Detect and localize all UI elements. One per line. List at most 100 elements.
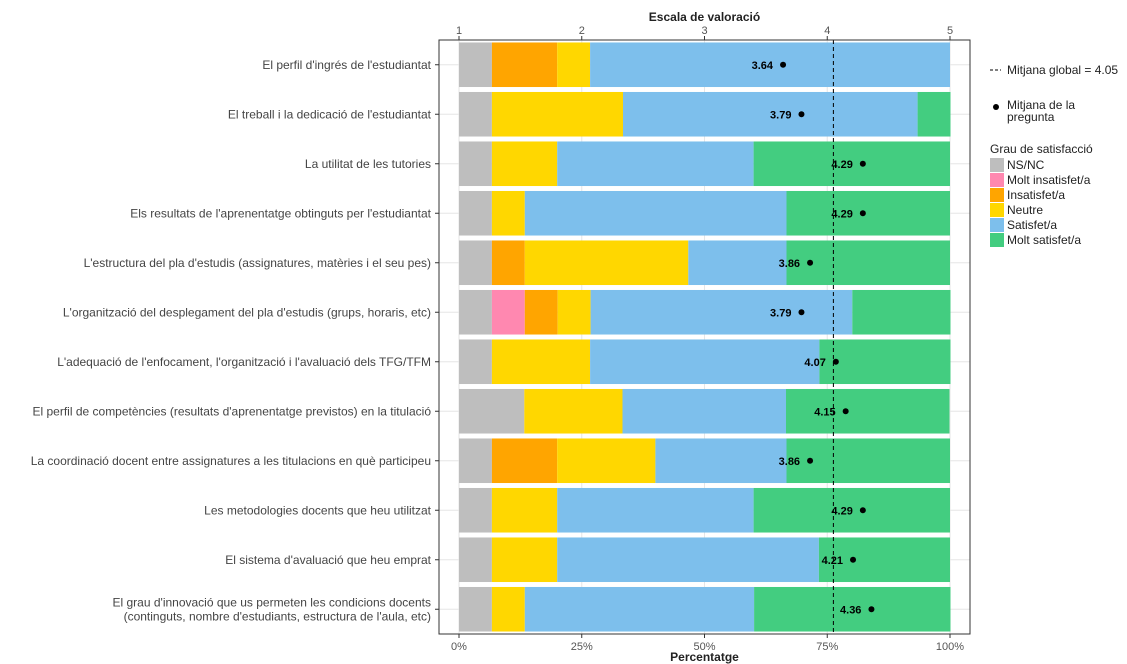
mean-label: 3.79 <box>770 109 791 121</box>
bar-segment <box>917 91 951 137</box>
bars-layer <box>459 40 951 634</box>
category-label: Les metodologies docents que heu utilitz… <box>204 503 431 517</box>
bar-segment <box>557 537 819 583</box>
legend-title: Grau de satisfacció <box>990 142 1093 156</box>
x-tick-label: 100% <box>936 641 964 653</box>
legend-key <box>990 218 1004 232</box>
x-tick-label: 75% <box>816 641 838 653</box>
mean-label: 3.64 <box>752 60 774 72</box>
mean-point <box>868 606 875 613</box>
category-label: Els resultats de l'aprenentatge obtingut… <box>130 206 431 220</box>
bar-segment <box>557 438 656 484</box>
category-label: L'adequació de l'enfocament, l'organitza… <box>57 355 431 369</box>
mean-label: 3.79 <box>770 307 791 319</box>
mean-point <box>798 309 805 316</box>
bar-segment <box>590 42 950 88</box>
legend-label: Molt insatisfet/a <box>1007 173 1091 187</box>
category-label: El treball i la dedicació de l'estudiant… <box>228 107 432 121</box>
mean-point <box>859 507 866 514</box>
bar-segment <box>753 141 950 187</box>
legend-global-mean-label: Mitjana global = 4.05 <box>1007 63 1118 77</box>
bar-segment <box>491 91 623 137</box>
legend-label: Molt satisfet/a <box>1007 233 1081 247</box>
mean-point <box>780 61 787 68</box>
legend-key <box>990 173 1004 187</box>
legend-key <box>990 233 1004 247</box>
x-tick-label: 50% <box>693 641 715 653</box>
bar-segment <box>818 537 950 583</box>
bar-segment <box>590 289 853 335</box>
bar-segment <box>786 438 950 484</box>
bar-segment <box>590 339 820 385</box>
bar-segment <box>491 190 525 236</box>
legend-key <box>990 203 1004 217</box>
mean-label: 4.29 <box>831 159 852 171</box>
category-label: El perfil de competències (resultats d'a… <box>32 404 431 418</box>
bar-segment <box>459 586 492 632</box>
bar-segment <box>491 289 525 335</box>
category-label: La utilitat de les tutories <box>305 157 431 171</box>
bar-segment <box>819 339 951 385</box>
bar-segment <box>491 487 558 533</box>
category-label: El grau d'innovació que us permeten les … <box>113 595 432 609</box>
legend-key <box>990 158 1004 172</box>
bar-segment <box>852 289 951 335</box>
category-label: L'estructura del pla d'estudis (assignat… <box>84 256 431 270</box>
legend-question-mean-key <box>993 104 999 110</box>
bar-segment <box>557 289 591 335</box>
mean-label: 3.86 <box>779 258 800 270</box>
top-tick-label: 1 <box>456 25 462 37</box>
legend-label: Insatisfet/a <box>1007 188 1065 202</box>
bar-segment <box>491 537 558 583</box>
axes-layer: 0% 25% 50% 75% 100% 1 2 3 4 5 <box>435 25 971 653</box>
bar-segment <box>524 388 623 434</box>
top-tick-label: 2 <box>579 25 585 37</box>
legend-label: NS/NC <box>1007 158 1045 172</box>
bar-segment <box>622 91 918 137</box>
bar-segment <box>491 141 558 187</box>
mean-point <box>798 111 805 118</box>
bar-segment <box>753 487 950 533</box>
mean-label: 4.36 <box>840 604 861 616</box>
mean-label: 4.29 <box>831 505 852 517</box>
mean-point <box>850 556 857 563</box>
bar-segment <box>524 586 755 632</box>
category-label: L'organització del desplegament del pla … <box>63 305 431 319</box>
bar-segment <box>459 91 492 137</box>
bar-segment <box>459 141 492 187</box>
bar-segment <box>786 190 950 236</box>
bar-segment <box>459 388 525 434</box>
bar-segment <box>491 42 558 88</box>
x-tick-label: 25% <box>571 641 593 653</box>
bar-segment <box>459 487 492 533</box>
category-label: El sistema d'avaluació que heu emprat <box>225 553 431 567</box>
bar-segment <box>786 388 950 434</box>
bar-segment <box>491 586 525 632</box>
means-layer: 3.64 3.79 4.29 4.29 3.86 3.79 4.07 4.15 3.86 4.29… <box>752 60 875 616</box>
bar-segment <box>491 438 558 484</box>
legend-label: Neutre <box>1007 203 1043 217</box>
bar-segment <box>459 537 492 583</box>
bar-segment <box>557 42 591 88</box>
mean-point <box>832 358 839 365</box>
bar-segment <box>459 190 492 236</box>
bar-segment <box>459 42 492 88</box>
mean-label: 4.15 <box>814 406 835 418</box>
bar-segment <box>786 240 950 286</box>
bar-segment <box>557 487 754 533</box>
bar-segment <box>524 190 787 236</box>
legend-key <box>990 188 1004 202</box>
bar-segment <box>557 141 754 187</box>
bar-segment <box>524 289 558 335</box>
mean-label: 4.29 <box>831 208 852 220</box>
category-label: La coordinació docent entre assignatures… <box>31 454 431 468</box>
bar-segment <box>459 438 492 484</box>
bar-segment <box>754 586 951 632</box>
mean-point <box>859 160 866 167</box>
mean-point <box>807 457 814 464</box>
legend-question-mean-label: pregunta <box>1007 110 1055 124</box>
bar-segment <box>655 438 787 484</box>
top-tick-label: 5 <box>947 25 953 37</box>
mean-point <box>807 259 814 266</box>
